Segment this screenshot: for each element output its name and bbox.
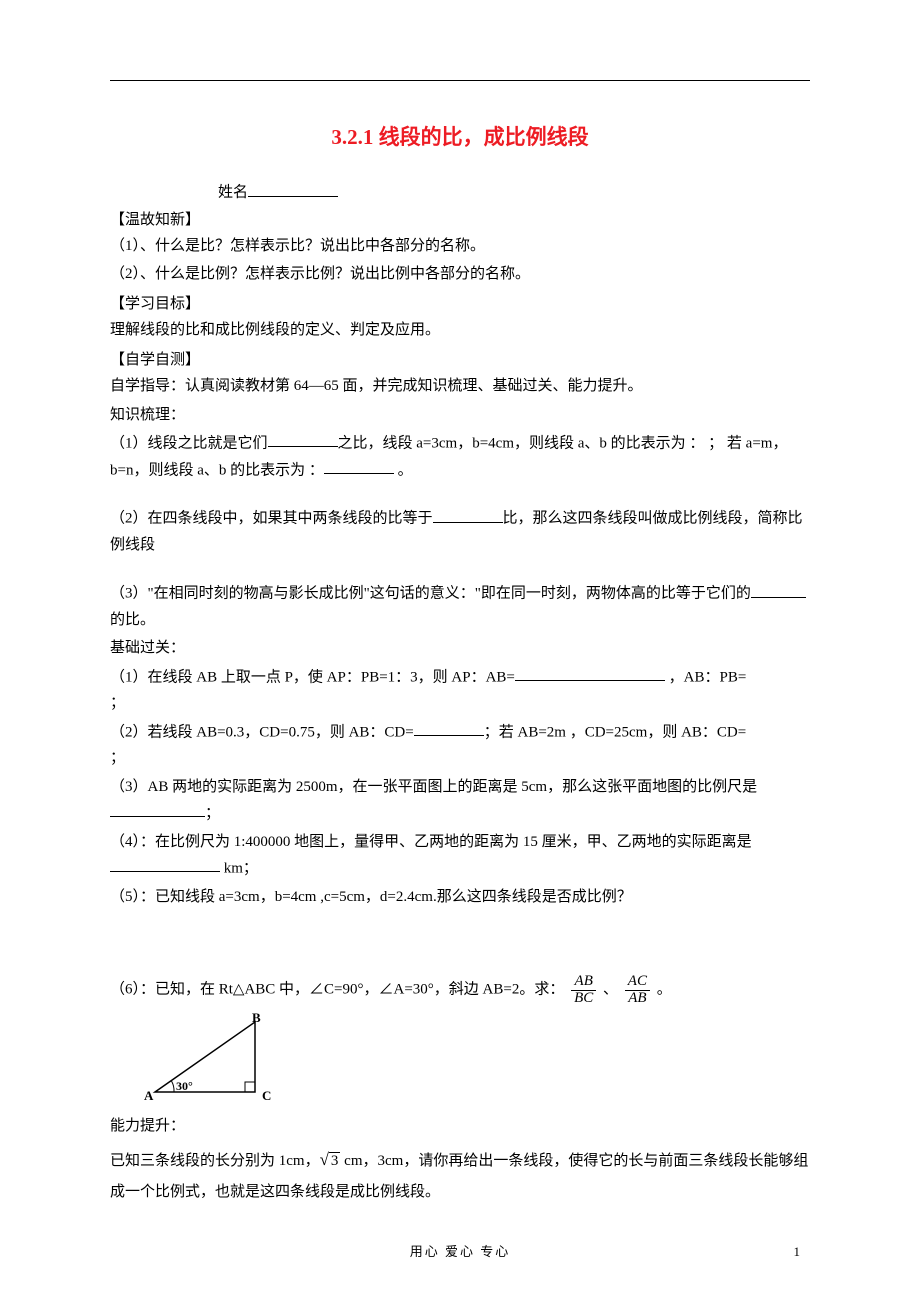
- b4-text-b: km；: [220, 860, 258, 876]
- b2-text-a: （2）若线段 AB=0.3，CD=0.75，则 AB：CD=: [110, 724, 414, 740]
- b2-text-b: ；若 AB=2m ，CD=25cm，则 AB：CD=: [484, 724, 746, 740]
- b3-text-b: ；: [205, 805, 220, 821]
- name-field-row: 姓名: [110, 179, 810, 202]
- document-page: 3.2.1 线段的比，成比例线段 姓名 【温故知新】 （1）、什么是比？怎样表示…: [0, 0, 920, 1302]
- fraction-ac-ab: AC AB: [625, 974, 650, 1007]
- b6-sep: 、: [603, 981, 618, 997]
- name-label: 姓名: [218, 185, 248, 201]
- basic-item-5: （5）：已知线段 a=3cm，b=4cm ,c=5cm，d=2.4cm.那么这四…: [110, 884, 810, 910]
- basic-item-2: （2）若线段 AB=0.3，CD=0.75，则 AB：CD= ；若 AB=2m ，…: [110, 719, 810, 772]
- basic-item-3: （3）AB 两地的实际距离为 2500m，在一张平面图上的距离是 5cm，那么这…: [110, 774, 810, 827]
- review-q2: （2）、什么是比例？怎样表示比例？说出比例中各部分的名称。: [110, 261, 810, 287]
- goal-text: 理解线段的比和成比例线段的定义、判定及应用。: [110, 317, 810, 343]
- knowledge-item-3: （3）"在相同时刻的物高与影长成比例"这句话的意义："即在同一时刻，两物体高的比…: [110, 580, 810, 633]
- b6-end: 。: [657, 981, 672, 997]
- fraction-numerator: AC: [625, 974, 650, 991]
- fraction-denominator: AB: [625, 991, 650, 1007]
- blank: [751, 580, 806, 598]
- basic-item-6: （6）：已知，在 Rt△ABC 中，∠C=90°，∠A=30°，斜边 AB=2。…: [110, 974, 810, 1007]
- b6-text-a: （6）：已知，在 Rt△ABC 中，∠C=90°，∠A=30°，斜边 AB=2。…: [110, 981, 564, 997]
- svg-text:30°: 30°: [176, 1079, 193, 1093]
- svg-text:B: B: [252, 1012, 261, 1025]
- review-q1: （1）、什么是比？怎样表示比？说出比中各部分的名称。: [110, 233, 810, 259]
- triangle-svg: A B C 30°: [140, 1012, 290, 1102]
- sqrt-value: 3: [329, 1152, 341, 1169]
- fraction-ab-bc: AB BC: [571, 974, 596, 1007]
- k1-text-d: 。: [394, 462, 413, 478]
- section-selftest-title: 【自学自测】: [110, 348, 810, 369]
- name-blank: [248, 179, 338, 197]
- blank: [414, 719, 484, 737]
- document-title: 3.2.1 线段的比，成比例线段: [110, 121, 810, 151]
- blank: [324, 457, 394, 475]
- b1-text-b: ，AB：PB=: [665, 669, 746, 685]
- page-number: 1: [794, 1244, 801, 1260]
- b4-text-a: （4）：在比例尺为 1:400000 地图上，量得甲、乙两地的距离为 15 厘米…: [110, 834, 752, 850]
- selftest-guide: 自学指导：认真阅读教材第 64—65 面，并完成知识梳理、基础过关、能力提升。: [110, 373, 810, 399]
- blank: [268, 430, 338, 448]
- k2-text-a: （2）在四条线段中，如果其中两条线段的比等于: [110, 511, 433, 527]
- k3-text-a: （3）"在相同时刻的物高与影长成比例"这句话的意义："即在同一时刻，两物体高的比…: [110, 586, 751, 602]
- b2-text-c: ；: [110, 750, 125, 766]
- spacer: [110, 560, 810, 578]
- blank: [110, 855, 220, 873]
- ability-heading: 能力提升：: [110, 1113, 810, 1139]
- spacer: [110, 485, 810, 503]
- k1-text-a: （1）线段之比就是它们: [110, 435, 268, 451]
- footer-text: 用心 爱心 专心: [0, 1241, 920, 1260]
- top-rule: [110, 80, 810, 81]
- svg-text:A: A: [144, 1088, 154, 1102]
- knowledge-item-1: （1）线段之比就是它们 之比，线段 a=3cm，b=4cm，则线段 a、b 的比表…: [110, 430, 810, 484]
- k3-text-b: 的比。: [110, 612, 155, 628]
- ability-a: 已知三条线段的长分别为 1cm，: [110, 1153, 320, 1169]
- k1-text-b: 之比，线段 a=3cm，b=4cm，则线段 a、b 的比表示为 ：: [338, 435, 705, 451]
- b1-text-c: ；: [110, 695, 125, 711]
- basic-item-4: （4）：在比例尺为 1:400000 地图上，量得甲、乙两地的距离为 15 厘米…: [110, 829, 810, 882]
- section-review-title: 【温故知新】: [110, 208, 810, 229]
- knowledge-item-2: （2）在四条线段中，如果其中两条线段的比等于比，那么这四条线段叫做成比例线段，简…: [110, 505, 810, 558]
- blank: [110, 800, 205, 818]
- sqrt-3: √3: [320, 1142, 341, 1178]
- basic-item-1: （1）在线段 AB 上取一点 P，使 AP：PB=1：3，则 AP：AB= ，A…: [110, 664, 810, 717]
- fraction-denominator: BC: [571, 991, 596, 1007]
- spacer: [110, 912, 810, 972]
- b3-text-a: （3）AB 两地的实际距离为 2500m，在一张平面图上的距离是 5cm，那么这…: [110, 779, 757, 795]
- ability-text: 已知三条线段的长分别为 1cm，√3 cm，3cm，请你再给出一条线段，使得它的…: [110, 1142, 810, 1209]
- section-goal-title: 【学习目标】: [110, 292, 810, 313]
- fraction-numerator: AB: [571, 974, 596, 991]
- blank: [433, 505, 503, 523]
- blank: [515, 664, 665, 682]
- triangle-diagram: A B C 30°: [140, 1012, 810, 1107]
- page-footer: 用心 爱心 专心 1: [0, 1241, 920, 1260]
- knowledge-heading: 知识梳理：: [110, 402, 810, 428]
- svg-text:C: C: [262, 1088, 271, 1102]
- b1-text-a: （1）在线段 AB 上取一点 P，使 AP：PB=1：3，则 AP：AB=: [110, 669, 515, 685]
- basic-heading: 基础过关：: [110, 635, 810, 661]
